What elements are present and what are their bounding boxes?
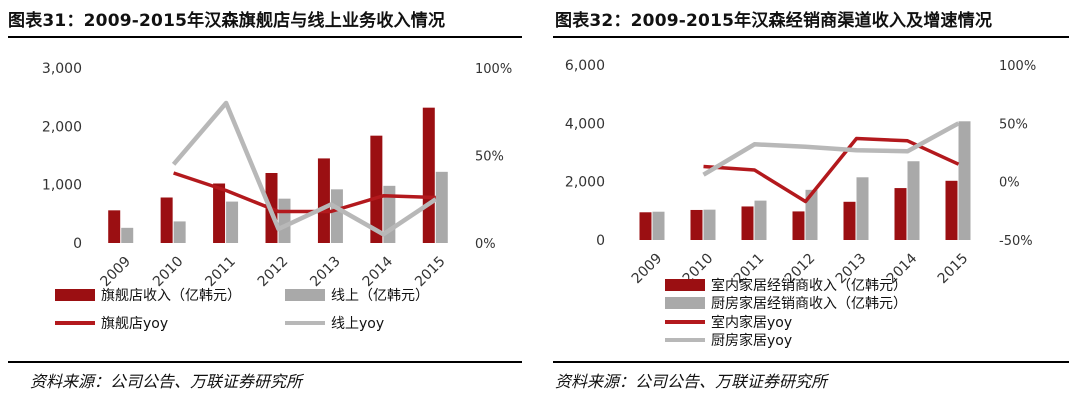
legend-label: 厨房家居经销商收入（亿韩元）: [711, 295, 907, 312]
source-note: 资料来源：公司公告、万联证券研究所: [555, 372, 828, 391]
bar-secondary: [703, 209, 716, 240]
bar-primary: [792, 211, 805, 240]
bar-secondary: [330, 189, 343, 243]
legend-label: 室内家居yoy: [711, 314, 792, 331]
x-tick-label: 2011: [202, 254, 239, 291]
series-line-secondary: [171, 100, 438, 237]
source-rule: [553, 361, 1069, 363]
legend-label: 线上（亿韩元）: [331, 288, 429, 304]
x-tick-label: 2013: [307, 254, 344, 291]
legend-swatch: [665, 279, 705, 291]
chart-svg: 0 1,000 2,000 3,000 0% 50% 100% 2009 2010 2011 201…: [42, 61, 512, 332]
bar-secondary: [226, 201, 239, 243]
chart-title: 图表32：2009-2015年汉森经销商渠道收入及增速情况: [555, 11, 993, 31]
chart-panel-right: 图表32：2009-2015年汉森经销商渠道收入及增速情况 0 2,000 4,00…: [537, 0, 1074, 400]
x-tick-label: 2015: [412, 254, 449, 291]
y2-tick-label: 0%: [475, 237, 496, 252]
legend-swatch: [55, 289, 95, 301]
y2-tick-label: 50%: [999, 117, 1028, 132]
series-line-secondary: [702, 121, 960, 177]
bar-primary: [945, 180, 958, 240]
bar-secondary: [958, 121, 971, 240]
source-rule: [8, 361, 522, 363]
source-note: 资料来源：公司公告、万联证券研究所: [30, 372, 303, 391]
bar-secondary: [278, 198, 291, 243]
y2-tick-label: -50%: [999, 234, 1033, 249]
bar-primary: [843, 201, 856, 240]
bar-secondary: [173, 221, 186, 243]
bar-primary: [690, 209, 703, 240]
legend-label: 室内家居经销商收入（亿韩元）: [711, 277, 907, 294]
legend-swatch: [665, 297, 705, 309]
x-tick-label: 2009: [629, 251, 666, 288]
bar-primary: [213, 183, 226, 243]
legend-swatch: [285, 289, 325, 301]
bar-primary: [160, 197, 173, 243]
chart-title: 图表31：2009-2015年汉森旗舰店与线上业务收入情况: [8, 11, 446, 31]
x-tick-label: 2009: [98, 254, 135, 291]
y2-tick-label: 50%: [475, 150, 504, 165]
bar-secondary: [435, 171, 448, 243]
bar-primary: [639, 212, 652, 240]
bar-secondary: [805, 189, 818, 240]
y-tick-label: 0: [596, 233, 605, 249]
bar-primary: [894, 188, 907, 240]
title-rule: [553, 36, 1069, 38]
y-tick-label: 6,000: [565, 58, 605, 74]
x-tick-label: 2015: [935, 251, 972, 288]
series-line-primary: [173, 171, 436, 214]
x-tick-label: 2012: [255, 254, 292, 291]
bar-primary: [422, 107, 435, 244]
y-tick-label: 0: [73, 236, 82, 252]
chart-panel-left: 图表31：2009-2015年汉森旗舰店与线上业务收入情况 0 1,000 2,00…: [8, 11, 522, 391]
bar-primary: [370, 135, 383, 243]
bar-secondary: [907, 161, 920, 240]
y-tick-label: 2,000: [42, 119, 82, 135]
y2-tick-label: 100%: [999, 59, 1036, 74]
legend-label: 旗舰店yoy: [101, 316, 168, 332]
legend-label: 厨房家居yoy: [711, 332, 792, 349]
bar-primary: [741, 206, 754, 240]
bar-secondary: [652, 211, 665, 240]
y2-tick-label: 0%: [999, 176, 1020, 191]
x-tick-label: 2010: [150, 254, 187, 291]
bar-primary: [108, 210, 121, 243]
y-tick-label: 1,000: [42, 178, 82, 194]
bar-secondary: [121, 227, 134, 243]
bar-secondary: [856, 177, 869, 240]
bar-secondary: [754, 200, 767, 240]
legend-label: 线上yoy: [331, 316, 384, 332]
y-tick-label: 4,000: [565, 116, 605, 132]
legend-label: 旗舰店收入（亿韩元）: [101, 288, 241, 304]
x-tick-label: 2014: [360, 253, 397, 290]
bar-primary: [317, 158, 330, 243]
y-tick-label: 2,000: [565, 175, 605, 191]
y2-tick-label: 100%: [475, 62, 512, 77]
title-rule: [8, 36, 522, 38]
y-tick-label: 3,000: [42, 61, 82, 77]
